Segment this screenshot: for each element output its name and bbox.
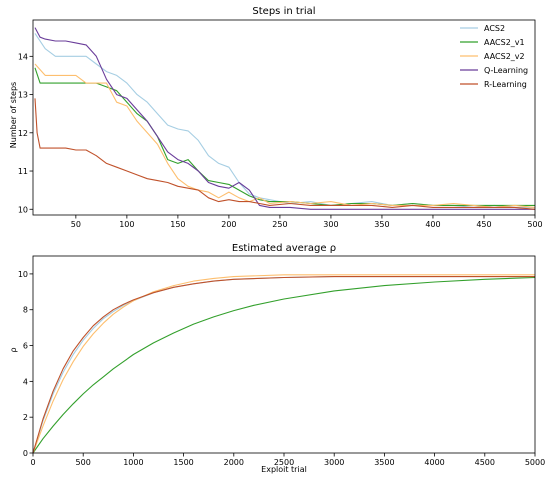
chart-steps-in-trial: Steps in trial Number of steps 50 100 150 2… bbox=[9, 6, 543, 229]
legend-label-aacs2-v1: AACS2_v1 bbox=[484, 38, 525, 47]
series-line-r-learning bbox=[32, 276, 535, 454]
x-axis-label: Exploit trial bbox=[261, 465, 307, 474]
y-tick-label: 14 bbox=[18, 52, 28, 61]
series-line-r-learning bbox=[34, 98, 536, 210]
x-tick-label: 3000 bbox=[324, 458, 344, 467]
x-tick-label: 200 bbox=[221, 220, 236, 229]
y-tick-label: 8 bbox=[23, 306, 28, 315]
legend: ACS2 AACS2_v1 AACS2_v2 Q-Learning R-Lear… bbox=[460, 24, 528, 89]
x-tick-label: 250 bbox=[272, 220, 287, 229]
x-tick-label: 50 bbox=[71, 220, 81, 229]
x-tick-label: 500 bbox=[76, 458, 91, 467]
x-tick-label: 4500 bbox=[475, 458, 495, 467]
x-tick-label: 150 bbox=[170, 220, 185, 229]
y-tick-label: 11 bbox=[18, 167, 28, 176]
y-tick-label: 2 bbox=[23, 413, 28, 422]
series-line-aacs2-v1 bbox=[32, 276, 536, 454]
x-tick-label: 100 bbox=[119, 220, 134, 229]
y-tick-label: 4 bbox=[23, 377, 28, 386]
plot-frame bbox=[32, 255, 536, 454]
y-tick-label: 10 bbox=[18, 270, 28, 279]
x-tick-label: 400 bbox=[425, 220, 440, 229]
axis-ticks: 0 500 1000 1500 2000 2500 3000 3500 4000 4500 5000… bbox=[18, 270, 545, 467]
y-tick-label: 0 bbox=[23, 449, 28, 458]
chart-estimated-average-rho: Estimated average ρ Exploit trial ρ 0 500… bbox=[9, 243, 545, 474]
legend-label-r-learning: R-Learning bbox=[484, 80, 527, 89]
y-tick-label: 10 bbox=[18, 205, 28, 214]
legend-label-aacs2-v2: AACS2_v2 bbox=[484, 52, 525, 61]
x-tick-label: 1000 bbox=[123, 458, 143, 467]
series-line-q-learning bbox=[34, 27, 535, 210]
chart-title: Steps in trial bbox=[252, 6, 315, 17]
x-tick-label: 3500 bbox=[374, 458, 394, 467]
x-tick-label: 2500 bbox=[274, 458, 294, 467]
x-tick-label: 500 bbox=[527, 220, 542, 229]
y-tick-label: 6 bbox=[23, 342, 28, 351]
x-tick-label: 5000 bbox=[525, 458, 545, 467]
series-lines bbox=[34, 27, 536, 210]
axis-ticks: 50 100 150 200 250 300 350 400 450 500 10 11 12 13 14 bbox=[18, 52, 543, 229]
y-axis-label: ρ bbox=[9, 347, 18, 352]
y-tick-label: 13 bbox=[18, 91, 28, 100]
legend-label-acs2: ACS2 bbox=[484, 24, 505, 33]
x-tick-label: 2000 bbox=[224, 458, 244, 467]
x-tick-label: 1500 bbox=[173, 458, 193, 467]
series-lines bbox=[32, 274, 536, 454]
x-tick-label: 0 bbox=[30, 458, 35, 467]
plot-frame bbox=[32, 19, 536, 216]
legend-label-q-learning: Q-Learning bbox=[484, 66, 528, 75]
x-tick-label: 300 bbox=[323, 220, 338, 229]
chart-title: Estimated average ρ bbox=[232, 243, 336, 254]
y-tick-label: 12 bbox=[18, 129, 28, 138]
y-axis-label: Number of steps bbox=[9, 82, 18, 148]
x-tick-label: 350 bbox=[374, 220, 389, 229]
x-tick-label: 450 bbox=[476, 220, 491, 229]
x-tick-label: 4000 bbox=[424, 458, 444, 467]
